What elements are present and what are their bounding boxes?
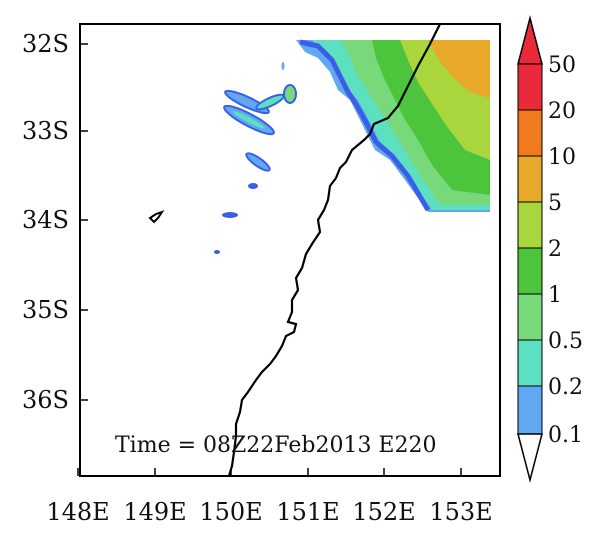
lon-tick-label: 148E <box>46 498 109 526</box>
colorbar-swatch <box>517 201 543 249</box>
time-annotation: Time = 08Z22Feb2013 E220 <box>115 433 436 458</box>
colorbar-swatch <box>517 63 543 111</box>
rain-region-10 <box>428 40 490 98</box>
lon-tick-label: 150E <box>199 498 262 526</box>
colorbar: 50 20 10 5 2 1 0.5 0.2 0.1 <box>517 15 583 483</box>
lat-tick-label: 34S <box>22 206 69 234</box>
colorbar-level-label: 2 <box>548 237 562 262</box>
colorbar-level-label: 0.5 <box>548 329 583 354</box>
colorbar-swatch <box>517 385 543 435</box>
inland-lake-outline <box>148 210 165 224</box>
colorbar-swatch <box>517 109 543 157</box>
lon-tick-label: 151E <box>276 498 339 526</box>
rainfall-field <box>214 39 490 254</box>
colorbar-swatch <box>517 247 543 295</box>
coastline <box>227 23 441 477</box>
colorbar-swatch <box>517 155 543 203</box>
colorbar-level-label: 0.1 <box>548 423 583 448</box>
lon-tick-label: 152E <box>352 498 415 526</box>
colorbar-level-label: 20 <box>548 99 576 124</box>
colorbar-level-label: 10 <box>548 145 576 170</box>
lat-tick-label: 36S <box>22 386 69 414</box>
lon-tick-label: 149E <box>123 498 186 526</box>
lat-tick-label: 35S <box>22 296 69 324</box>
colorbar-swatch <box>517 293 543 341</box>
colorbar-level-label: 5 <box>548 191 562 216</box>
colorbar-swatch <box>517 339 543 387</box>
rain-edge-0.1 <box>299 39 431 212</box>
colorbar-level-label: 1 <box>548 283 562 308</box>
lat-tick-label: 32S <box>22 30 69 58</box>
colorbar-top-arrow <box>517 15 543 65</box>
scattered-rain-bands <box>214 62 297 254</box>
lat-tick-label: 33S <box>22 117 69 145</box>
colorbar-bottom-arrow <box>517 433 543 483</box>
colorbar-level-label: 0.2 <box>548 375 583 400</box>
longitude-axis: 148E 149E 150E 151E 152E 153E <box>46 468 493 526</box>
latitude-axis: 32S 33S 34S 35S 36S <box>22 30 88 414</box>
lon-tick-label: 153E <box>429 498 492 526</box>
colorbar-level-label: 50 <box>548 53 576 78</box>
